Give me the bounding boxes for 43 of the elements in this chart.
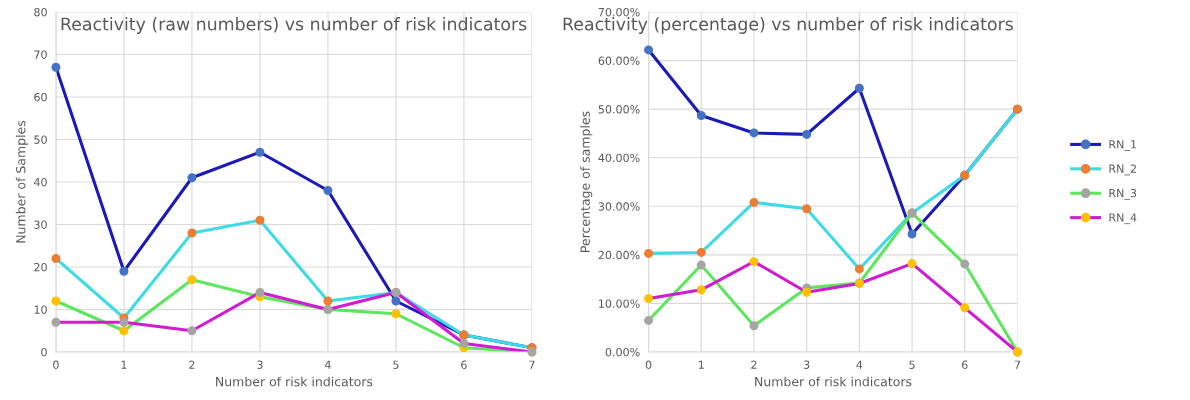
y-axis-title: Percentage of samples — [580, 111, 593, 252]
y-tick-label: 20.00% — [598, 250, 640, 260]
y-tick-label: 30 — [34, 220, 47, 229]
y-tick-label: 70 — [34, 50, 47, 59]
legend-label: RN_4 — [1109, 213, 1137, 225]
x-tick-label: 0 — [645, 360, 652, 369]
y-tick-label: 60.00% — [598, 56, 640, 65]
x-tick-label: 0 — [53, 360, 59, 369]
x-tick-label: 7 — [529, 360, 535, 369]
y-tick-label: 50.00% — [598, 105, 640, 114]
x-axis-title: Number of risk indicators — [755, 376, 912, 387]
legend-label: RN_1 — [1109, 140, 1137, 151]
y-tick-label: 20 — [34, 262, 47, 272]
legend-label: RN_3 — [1109, 188, 1137, 200]
x-tick-label: 1 — [698, 360, 704, 369]
x-tick-label: 6 — [461, 360, 467, 369]
y-tick-label: 60 — [34, 92, 47, 102]
y-tick-label: 10.00% — [599, 299, 640, 308]
x-tick-label: 4 — [324, 360, 331, 369]
x-axis-title: Number of risk indicators — [216, 376, 373, 387]
y-tick-label: 40 — [34, 177, 47, 187]
chart-title: Reactivity (percentage) vs number of risk indicators — [563, 17, 1013, 34]
y-tick-label: 50 — [34, 135, 47, 144]
x-tick-label: 1 — [121, 360, 127, 369]
y-tick-label: 30.00% — [598, 202, 640, 211]
y-tick-label: 0 — [41, 347, 47, 357]
chart-title: Reactivity (raw numbers) vs number of risk indicators — [61, 17, 527, 34]
x-tick-label: 2 — [189, 360, 195, 369]
x-tick-label: 2 — [751, 360, 757, 369]
x-tick-label: 5 — [909, 360, 915, 369]
y-tick-label: 10 — [34, 305, 47, 314]
y-tick-label: 40.00% — [598, 153, 640, 163]
legend-label: RN_2 — [1109, 164, 1136, 176]
y-axis-title: Number of Samples — [15, 120, 28, 243]
y-tick-label: 0.00% — [605, 347, 640, 357]
x-tick-label: 3 — [257, 360, 263, 369]
y-tick-label: 70.00% — [598, 7, 640, 17]
x-tick-label: 6 — [961, 360, 968, 369]
y-tick-label: 80 — [34, 7, 47, 17]
x-tick-label: 7 — [1014, 360, 1021, 369]
x-tick-label: 4 — [856, 360, 863, 369]
x-tick-label: 5 — [393, 360, 399, 369]
x-tick-label: 3 — [803, 360, 810, 369]
